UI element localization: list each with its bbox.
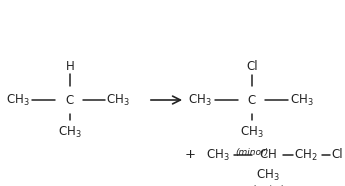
Text: $\mathregular{CH_3}$: $\mathregular{CH_3}$ — [240, 124, 264, 140]
Text: H: H — [66, 60, 75, 73]
Text: (minor): (minor) — [235, 148, 269, 157]
Text: $\mathregular{CH_3}$: $\mathregular{CH_3}$ — [58, 124, 82, 140]
Text: +: + — [185, 148, 196, 161]
Text: $\mathregular{CH_3}$: $\mathregular{CH_3}$ — [106, 92, 130, 108]
Text: Cl: Cl — [246, 60, 258, 73]
Text: $\mathregular{CH_2}$: $\mathregular{CH_2}$ — [294, 147, 318, 163]
Text: $\mathregular{CH_3}$: $\mathregular{CH_3}$ — [188, 92, 212, 108]
Text: $\mathregular{CH}$: $\mathregular{CH}$ — [259, 148, 277, 161]
Text: Cl: Cl — [331, 148, 343, 161]
Text: C: C — [248, 94, 256, 107]
Text: $\mathregular{CH_3}$: $\mathregular{CH_3}$ — [206, 147, 230, 163]
Text: $\mathregular{CH_3}$: $\mathregular{CH_3}$ — [256, 167, 280, 182]
Text: $\mathregular{CH_3}$: $\mathregular{CH_3}$ — [290, 92, 314, 108]
Text: $\mathregular{CH_3}$: $\mathregular{CH_3}$ — [6, 92, 30, 108]
Text: C: C — [66, 94, 74, 107]
Text: (major): (major) — [252, 185, 285, 186]
